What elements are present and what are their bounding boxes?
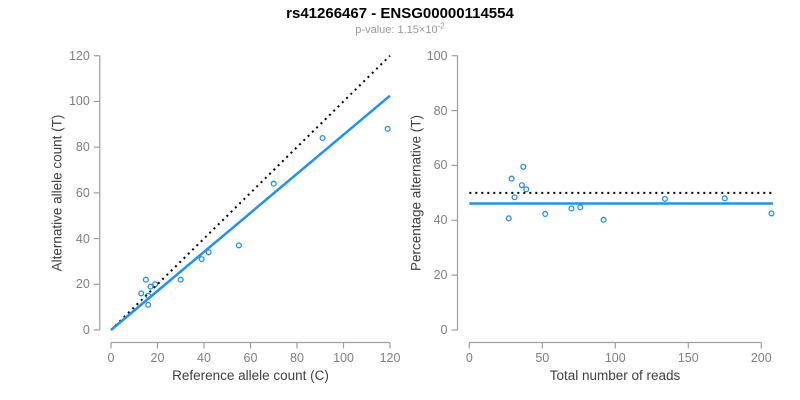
regression-line [110, 94, 391, 331]
x-tick-label: 50 [535, 350, 550, 365]
y-tick-label: 40 [433, 213, 448, 228]
data-point [511, 194, 518, 201]
data-point [542, 210, 549, 218]
data-point [508, 175, 515, 182]
data-point [520, 163, 527, 170]
data-point [205, 249, 212, 256]
y-tick-label: 0 [440, 323, 448, 337]
p-value-label: p-value: [355, 24, 398, 36]
y-tick-label: 0 [82, 323, 90, 337]
y-tick-label: 80 [75, 140, 90, 155]
data-point [384, 125, 391, 132]
data-point [577, 204, 584, 211]
y-tick-label: 100 [68, 94, 90, 109]
x-tick-label: 80 [290, 350, 304, 365]
x-tick-label: 200 [750, 350, 772, 365]
data-point [198, 256, 205, 263]
y-tick-label: 60 [433, 158, 448, 173]
y-tick-label: 20 [433, 268, 448, 283]
x-tick-label: 40 [197, 350, 211, 365]
data-point [142, 276, 149, 283]
x-tick-label: 20 [150, 350, 165, 365]
plot-title: rs41266467 - ENSG00000114554 [286, 5, 514, 22]
data-point [177, 276, 184, 283]
data-point [661, 195, 668, 202]
y-tick-label: 120 [68, 48, 90, 63]
data-point [319, 134, 326, 142]
y-tick-label: 20 [75, 277, 90, 292]
p-value-mantissa: 1.15×10 [397, 24, 438, 36]
data-point [505, 215, 512, 222]
x-tick-label: 60 [243, 350, 258, 365]
x-tick-label: 120 [379, 350, 401, 365]
data-point [235, 242, 242, 249]
right-xaxis-title: Total number of reads [549, 368, 681, 383]
data-point [145, 301, 152, 308]
data-point [270, 180, 277, 187]
identity-line [110, 54, 391, 331]
data-point [138, 290, 145, 297]
p-value-subtitle: p-value: 1.15×10-2 [0, 21, 800, 36]
data-point [523, 186, 530, 193]
x-tick-label: 100 [333, 350, 354, 365]
p-value-exponent: -2 [437, 21, 445, 31]
x-tick-label: 150 [677, 350, 699, 365]
left-xaxis-title: Reference allele count (C) [172, 368, 329, 383]
y-tick-label: 100 [426, 48, 448, 63]
right-yaxis-title: Percentage alternative (T) [408, 114, 424, 272]
y-tick-label: 80 [433, 103, 448, 118]
data-point [152, 281, 159, 288]
data-point [568, 205, 575, 212]
data-point [518, 182, 525, 189]
x-tick-label: 0 [465, 350, 473, 365]
data-point [147, 283, 154, 290]
y-tick-label: 60 [75, 185, 90, 200]
x-tick-label: 0 [107, 350, 115, 365]
x-tick-label: 100 [604, 350, 626, 365]
data-point [721, 195, 728, 202]
data-point [600, 216, 607, 223]
y-tick-label: 40 [75, 231, 90, 246]
data-point [768, 210, 775, 217]
